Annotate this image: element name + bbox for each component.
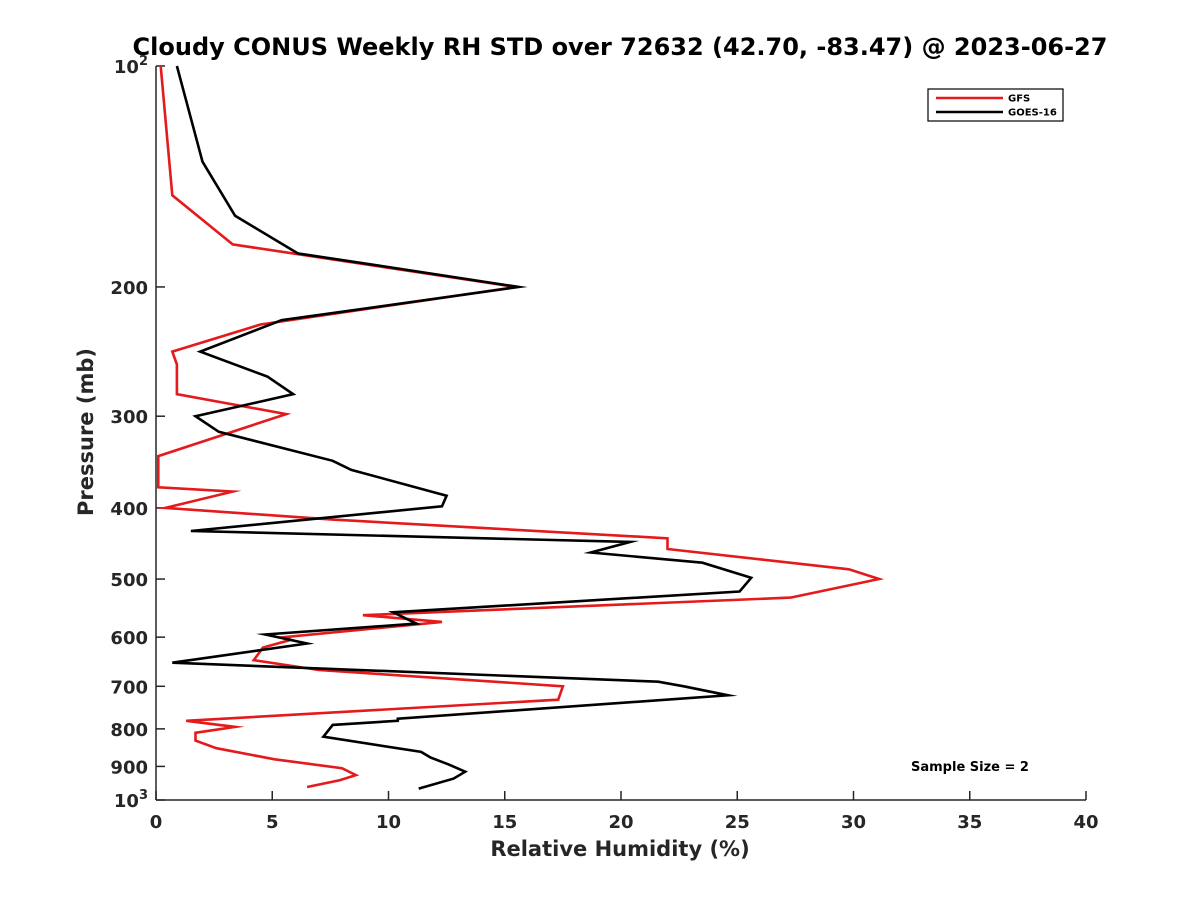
series-line-gfs <box>156 65 885 789</box>
x-tick-label: 0 <box>150 812 163 833</box>
y-tick-label: 500 <box>110 570 148 591</box>
y-tick-label: 900 <box>110 757 148 778</box>
x-tick-label: 15 <box>492 812 517 833</box>
sample-size-annotation: Sample Size = 2 <box>911 760 1029 775</box>
legend-box <box>927 88 1064 122</box>
x-tick-label: 25 <box>725 812 750 833</box>
series-line-goes-16 <box>172 65 754 790</box>
legend: GFS GOES-16 <box>927 88 1064 122</box>
y-tick-label: 600 <box>110 628 148 649</box>
legend-label: GFS <box>1008 94 1030 105</box>
y-tick-label: 700 <box>110 677 148 698</box>
x-tick-label: 20 <box>608 812 633 833</box>
axes-layer: 0 5 10 15 20 25 30 35 40 102 200 300 400 500 600 700 800… <box>110 54 1098 833</box>
chart-title: Cloudy CONUS Weekly RH STD over 72632 (4… <box>133 33 1108 61</box>
y-axis-label: Pressure (mb) <box>74 348 98 516</box>
legend-label: GOES-16 <box>1008 108 1057 119</box>
x-tick-label: 30 <box>841 812 866 833</box>
x-tick-label: 40 <box>1073 812 1098 833</box>
x-axis-label: Relative Humidity (%) <box>490 837 749 861</box>
series-layer <box>156 65 885 790</box>
y-tick-label: 400 <box>110 499 148 520</box>
y-tick-label: 200 <box>110 278 148 299</box>
x-tick-label: 35 <box>957 812 982 833</box>
y-tick-label: 102 <box>114 54 148 78</box>
y-tick-label: 300 <box>110 407 148 428</box>
x-tick-label: 10 <box>376 812 401 833</box>
x-tick-label: 5 <box>266 812 279 833</box>
y-tick-label: 103 <box>114 788 148 812</box>
y-tick-label: 800 <box>110 720 148 741</box>
